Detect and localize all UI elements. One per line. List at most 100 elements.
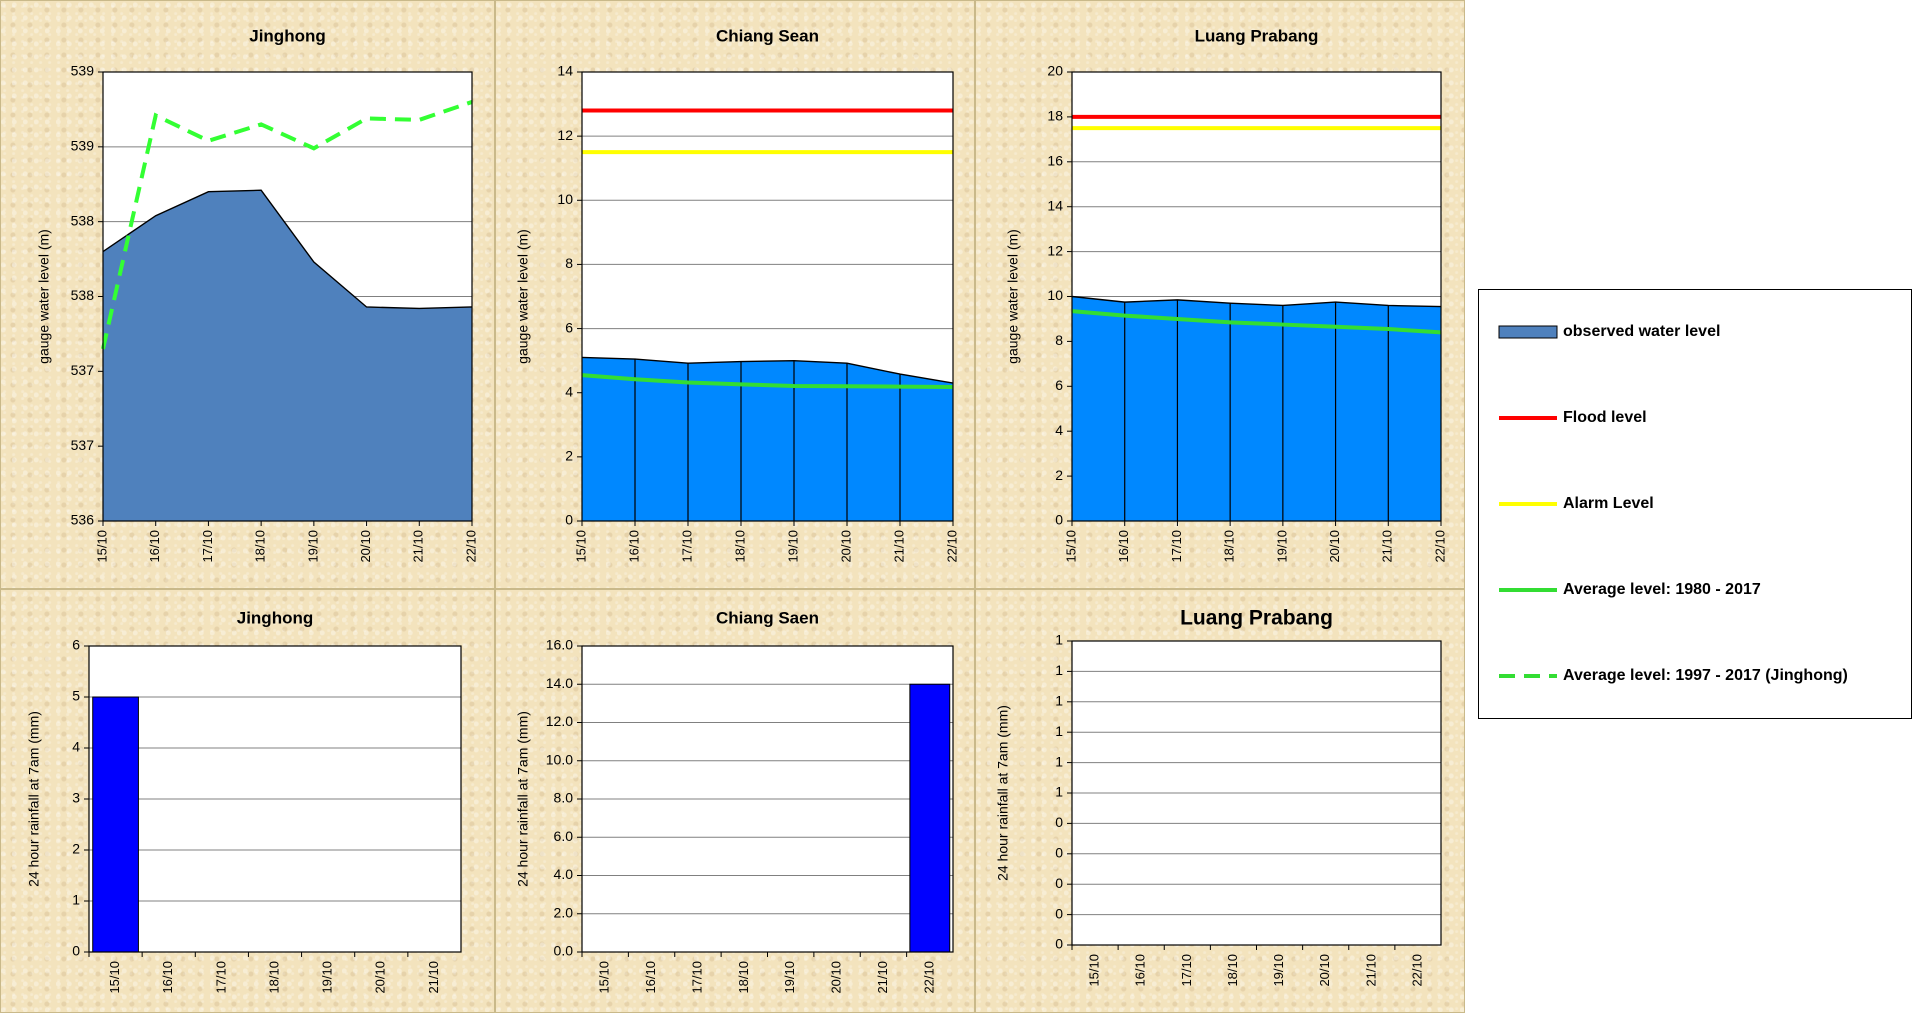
series-line-average-level-1980-2017 bbox=[1071, 309, 1442, 335]
x-tick-label: 18/10 bbox=[253, 530, 268, 563]
x-tick-label: 19/10 bbox=[1274, 530, 1289, 563]
plot-border bbox=[581, 71, 954, 522]
y-tick-label: 4 bbox=[72, 739, 80, 755]
x-tick-label: 19/10 bbox=[785, 530, 800, 563]
legend-label: Flood level bbox=[1563, 409, 1647, 426]
legend-svg: observed water level Flood level Alarm Lev… bbox=[1498, 323, 1848, 684]
y-tick-label: 6.0 bbox=[554, 828, 574, 844]
y-tick-label: 538 bbox=[71, 212, 95, 228]
x-tick-label: 21/10 bbox=[875, 961, 890, 994]
x-tick-label: 20/10 bbox=[1317, 954, 1332, 987]
y-tick-label: 2 bbox=[565, 448, 573, 464]
x-tick-label: 21/10 bbox=[426, 961, 441, 994]
x-tick-label: 20/10 bbox=[829, 961, 844, 994]
y-axis-label: gauge water level (m) bbox=[36, 229, 52, 364]
chart-panel-jinghong-water-level: 15/10 16/10 17/10 18/10 19/10 20/10 21/10 22/10… bbox=[0, 0, 495, 589]
legend-label: Average level: 1997 - 2017 (Jinghong) bbox=[1563, 667, 1848, 684]
x-tick-label: 20/10 bbox=[373, 961, 388, 994]
chart-panel-chiang-sean-water-level: 15/10 16/10 17/10 18/10 19/10 20/10 21/10 22/10… bbox=[495, 0, 975, 589]
legend-label: Alarm Level bbox=[1563, 495, 1654, 512]
y-axis-label: 24 hour rainfall at 7am (mm) bbox=[515, 711, 531, 887]
chart-title: Luang Prabang bbox=[1195, 26, 1319, 45]
x-tick-label: 22/10 bbox=[921, 961, 936, 994]
x-tick-label: 22/10 bbox=[1409, 954, 1424, 987]
y-tick-label: 537 bbox=[71, 362, 95, 378]
x-tick-label: 18/10 bbox=[732, 530, 747, 563]
y-tick-label: 536 bbox=[71, 512, 95, 528]
chart-chiang-sean-water-level: 15/10 16/10 17/10 18/10 19/10 20/10 21/10 22/10… bbox=[515, 26, 960, 563]
x-tick-label: 21/10 bbox=[891, 530, 906, 563]
x-tick-label: 15/10 bbox=[107, 961, 122, 994]
x-tick-label: 15/10 bbox=[1063, 530, 1078, 563]
chart-title: Jinghong bbox=[249, 26, 325, 45]
y-tick-label: 4 bbox=[1055, 422, 1063, 438]
y-tick-label: 14 bbox=[557, 63, 573, 79]
series-outline-observed-water-level bbox=[581, 356, 954, 384]
y-tick-label: 4 bbox=[565, 383, 573, 399]
x-tick-label: 19/10 bbox=[320, 961, 335, 994]
y-axis-label: gauge water level (m) bbox=[515, 229, 531, 364]
series-outline-observed-water-level bbox=[1071, 295, 1442, 308]
x-tick-label: 16/10 bbox=[1133, 954, 1148, 987]
chart-title: Luang Prabang bbox=[1180, 607, 1333, 630]
series-outline-observed-water-level bbox=[102, 189, 473, 310]
chart-luang-prabang-rainfall: 15/10 16/10 17/10 18/10 19/10 20/10 21/10 22/10… bbox=[995, 607, 1442, 987]
y-tick-label: 1 bbox=[72, 892, 80, 908]
x-tick-label: 17/10 bbox=[1179, 954, 1194, 987]
y-axis-label: 24 hour rainfall at 7am (mm) bbox=[26, 711, 42, 887]
chart-jinghong-water-level: 15/10 16/10 17/10 18/10 19/10 20/10 21/10 22/10… bbox=[36, 26, 479, 563]
y-tick-label: 6 bbox=[1055, 377, 1063, 393]
chart-panel-chiang-saen-rainfall: 15/10 16/10 17/10 18/10 19/10 20/10 21/10 22/10… bbox=[495, 589, 975, 1013]
legend-swatch-observed-water-level bbox=[1498, 325, 1558, 339]
x-tick-label: 16/10 bbox=[160, 961, 175, 994]
chart-title: Chiang Sean bbox=[716, 26, 819, 45]
x-tick-label: 17/10 bbox=[689, 961, 704, 994]
chart-luang-prabang-water-level: 15/10 16/10 17/10 18/10 19/10 20/10 21/10 22/10… bbox=[1005, 26, 1448, 563]
y-tick-label: 8.0 bbox=[554, 790, 574, 806]
x-tick-label: 21/10 bbox=[1380, 530, 1395, 563]
y-tick-label: 0 bbox=[565, 512, 573, 528]
y-tick-label: 10 bbox=[557, 191, 573, 207]
y-tick-label: 1 bbox=[1055, 662, 1063, 678]
y-tick-label: 0 bbox=[1055, 814, 1063, 830]
x-tick-label: 17/10 bbox=[213, 961, 228, 994]
x-tick-label: 15/10 bbox=[94, 530, 109, 563]
y-tick-label: 538 bbox=[71, 287, 95, 303]
x-tick-label: 20/10 bbox=[1327, 530, 1342, 563]
y-tick-label: 0 bbox=[72, 943, 80, 959]
y-tick-label: 0 bbox=[1055, 875, 1063, 891]
y-tick-label: 1 bbox=[1055, 632, 1063, 648]
x-tick-label: 22/10 bbox=[1432, 530, 1447, 563]
x-tick-label: 18/10 bbox=[266, 961, 281, 994]
y-tick-label: 4.0 bbox=[554, 866, 574, 882]
x-tick-label: 17/10 bbox=[1169, 530, 1184, 563]
rainfall-bar bbox=[909, 683, 951, 953]
chart-title: Chiang Saen bbox=[716, 608, 819, 627]
x-tick-label: 21/10 bbox=[411, 530, 426, 563]
y-tick-label: 2 bbox=[72, 841, 80, 857]
chart-legend: observed water level Flood level Alarm Lev… bbox=[1478, 289, 1912, 719]
x-tick-label: 16/10 bbox=[643, 961, 658, 994]
chart-panel-luang-prabang-rainfall: 15/10 16/10 17/10 18/10 19/10 20/10 21/10 22/10… bbox=[975, 589, 1465, 1013]
x-tick-label: 15/10 bbox=[573, 530, 588, 563]
y-tick-label: 0 bbox=[1055, 512, 1063, 528]
x-tick-label: 19/10 bbox=[1271, 954, 1286, 987]
y-tick-label: 14 bbox=[1047, 197, 1063, 213]
y-tick-label: 539 bbox=[71, 63, 95, 79]
y-tick-label: 3 bbox=[72, 790, 80, 806]
y-axis-label: gauge water level (m) bbox=[1005, 229, 1021, 364]
x-tick-label: 19/10 bbox=[305, 530, 320, 563]
y-tick-label: 1 bbox=[1055, 784, 1063, 800]
y-tick-label: 8 bbox=[1055, 332, 1063, 348]
legend-label: observed water level bbox=[1563, 323, 1720, 340]
y-tick-label: 1 bbox=[1055, 753, 1063, 769]
y-tick-label: 16 bbox=[1047, 153, 1063, 169]
y-tick-label: 10.0 bbox=[546, 751, 573, 767]
x-tick-label: 17/10 bbox=[679, 530, 694, 563]
x-tick-label: 22/10 bbox=[463, 530, 478, 563]
chart-title: Jinghong bbox=[237, 608, 313, 627]
y-tick-label: 10 bbox=[1047, 287, 1063, 303]
y-tick-label: 12.0 bbox=[546, 713, 573, 729]
y-tick-label: 12 bbox=[1047, 242, 1063, 258]
y-tick-label: 14.0 bbox=[546, 675, 573, 691]
